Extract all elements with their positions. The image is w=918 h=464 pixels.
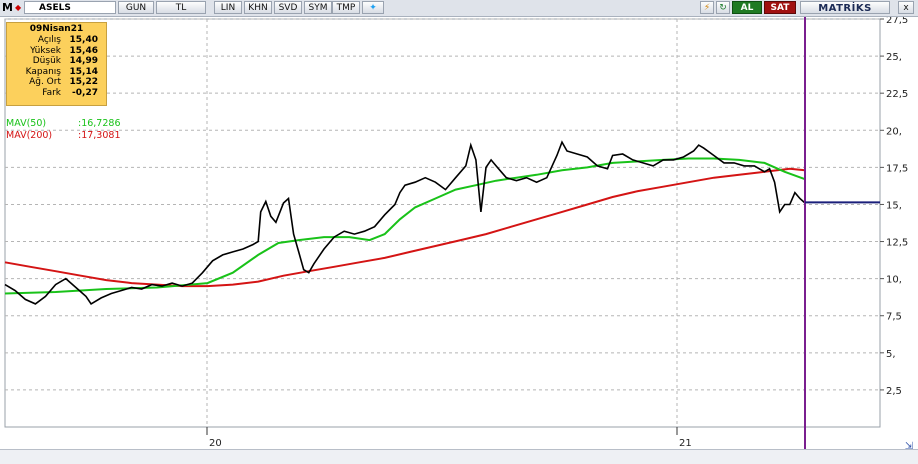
mav50-legend: MAV(50) :16,7286 bbox=[6, 118, 121, 129]
symbol-input[interactable]: ASELS bbox=[24, 1, 116, 14]
ohlc-infobox: 09Nisan21 Açılış 15,40 Yüksek 15,46 Düşük 1… bbox=[6, 22, 107, 106]
y-tick-label: 2,5 bbox=[886, 386, 902, 397]
plot-frame bbox=[4, 18, 881, 428]
tmp-button[interactable]: TMP bbox=[332, 1, 360, 14]
infobox-row-low: Düşük 14,99 bbox=[7, 56, 106, 67]
infobox-row-change: Fark -0,27 bbox=[7, 88, 106, 99]
y-tick-label: 25, bbox=[886, 52, 902, 63]
y-tick-label: 12,5 bbox=[886, 238, 908, 249]
price-chart[interactable]: 2,55,7,510,12,515,17,520,22,525,27,5 20 2… bbox=[0, 17, 918, 449]
x-tick-label: 21 bbox=[679, 438, 692, 449]
infobox-row-close: Kapanış 15,14 bbox=[7, 67, 106, 78]
infobox-row-avg: Ağ. Ort 15,22 bbox=[7, 77, 106, 88]
sell-button[interactable]: SAT bbox=[764, 1, 796, 14]
y-axis: 2,5 5, 7,5 10, 12,5 15, 17,5 20, 22,5 25, 27,5 bbox=[880, 17, 908, 397]
y-tick-label: 27,5 bbox=[886, 17, 908, 26]
brand-label: MATRİKS bbox=[800, 1, 890, 14]
high-label: Yüksek bbox=[30, 45, 61, 56]
scroll-handle-icon[interactable]: ⇲ bbox=[904, 441, 914, 452]
y-tick-label: 15, bbox=[886, 200, 902, 211]
infobox-row-high: Yüksek 15,46 bbox=[7, 46, 106, 57]
svd-button[interactable]: SVD bbox=[274, 1, 302, 14]
scale-button[interactable]: LIN bbox=[214, 1, 242, 14]
close-button[interactable]: x bbox=[898, 1, 914, 14]
open-label: Açılış bbox=[37, 35, 61, 45]
infobox-date: 09Nisan21 bbox=[29, 24, 84, 34]
low-label: Düşük bbox=[32, 56, 61, 67]
mav50-line bbox=[4, 157, 806, 295]
khn-button[interactable]: KHN bbox=[244, 1, 272, 14]
chart-grid bbox=[4, 18, 881, 428]
mav200-line bbox=[4, 167, 806, 288]
symbol-icon: ◆ bbox=[15, 3, 22, 12]
change-value: -0,27 bbox=[72, 87, 98, 98]
price-line bbox=[4, 140, 806, 305]
mav200-legend: MAV(200) :17,3081 bbox=[6, 130, 121, 141]
y-tick-label: 22,5 bbox=[886, 89, 908, 100]
matriks-logo: M bbox=[2, 1, 13, 14]
mav200-value: :17,3081 bbox=[78, 130, 121, 141]
mav200-label: MAV(200) bbox=[6, 130, 53, 141]
bottom-bar bbox=[0, 449, 918, 464]
y-tick-label: 17,5 bbox=[886, 163, 908, 174]
close-value: 15,14 bbox=[69, 66, 98, 77]
buy-button[interactable]: AL bbox=[732, 1, 762, 14]
lightning-icon[interactable]: ⚡ bbox=[700, 1, 714, 14]
chart-toolbar: M ◆ ASELS GUN TL LIN KHN SVD SYM TMP ✦ ⚡… bbox=[0, 0, 918, 17]
open-value: 15,40 bbox=[69, 35, 98, 45]
y-tick-label: 5, bbox=[886, 349, 896, 360]
y-tick-label: 7,5 bbox=[886, 312, 902, 323]
y-tick-label: 20, bbox=[886, 126, 902, 137]
high-value: 15,46 bbox=[69, 45, 98, 56]
mav50-label: MAV(50) bbox=[6, 118, 47, 129]
close-label: Kapanış bbox=[25, 66, 61, 77]
change-label: Fark bbox=[42, 87, 61, 98]
x-tick-label: 20 bbox=[209, 438, 222, 449]
avg-value: 15,22 bbox=[69, 77, 98, 88]
refresh-icon[interactable]: ↻ bbox=[716, 1, 730, 14]
period-button[interactable]: GUN bbox=[118, 1, 154, 14]
infobox-row-open: Açılış 15,40 bbox=[7, 35, 106, 46]
sym-button[interactable]: SYM bbox=[304, 1, 332, 14]
avg-label: Ağ. Ort bbox=[29, 77, 61, 88]
y-tick-label: 10, bbox=[886, 275, 902, 286]
low-value: 14,99 bbox=[69, 56, 98, 67]
mav50-value: :16,7286 bbox=[78, 118, 121, 129]
x-axis: 20 21 bbox=[206, 427, 692, 449]
twitter-bird-icon[interactable]: ✦ bbox=[362, 1, 384, 14]
currency-button[interactable]: TL bbox=[156, 1, 206, 14]
